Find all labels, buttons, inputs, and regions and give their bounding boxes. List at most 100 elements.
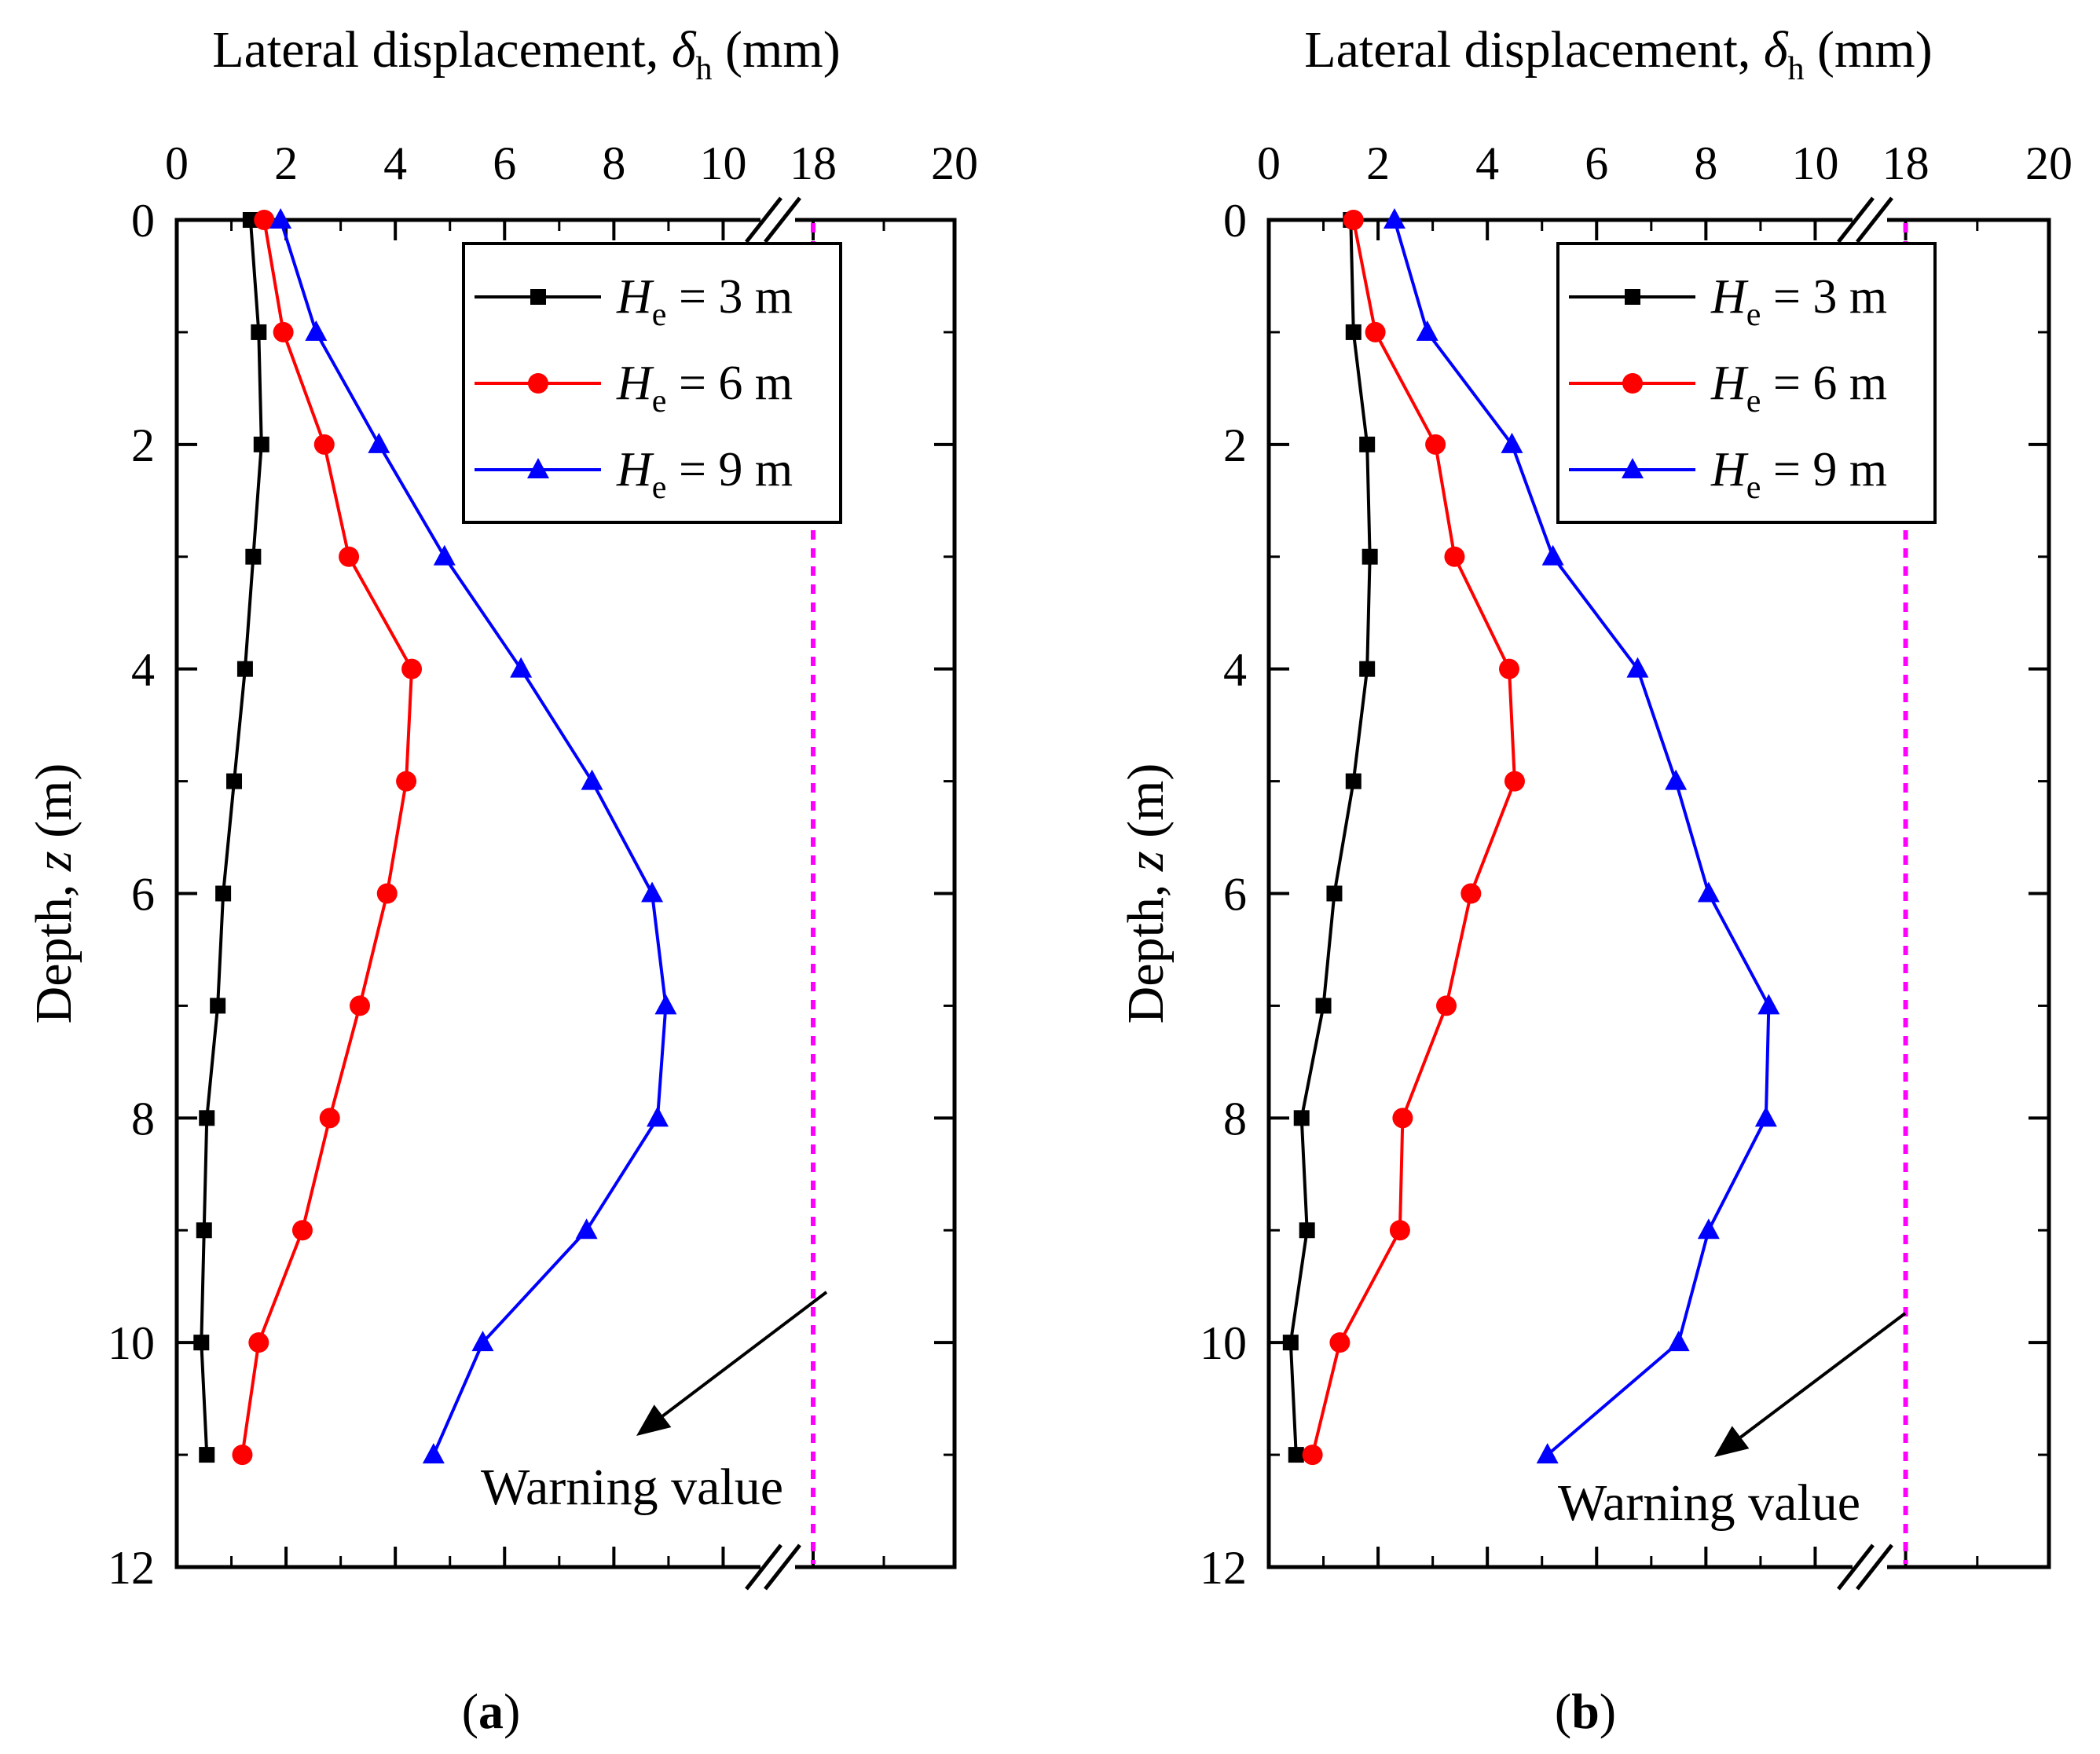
data-point-square xyxy=(1359,436,1376,452)
x-tick-label: 18 xyxy=(1882,137,1930,189)
legend-marker-square xyxy=(530,289,546,305)
data-point-circle xyxy=(248,1332,269,1353)
data-point-square xyxy=(1362,548,1378,565)
axis-break-slash xyxy=(745,1543,782,1591)
legend-label: He = 6 m xyxy=(616,357,793,419)
warning-value-label: Warning value xyxy=(481,1459,783,1516)
y-tick-label: 12 xyxy=(1200,1542,1247,1594)
legend-marker-circle xyxy=(528,373,548,394)
y-tick-label: 10 xyxy=(1200,1317,1247,1369)
x-tick-label: 8 xyxy=(1694,137,1717,189)
data-point-circle xyxy=(291,1220,313,1241)
series-he--9-m xyxy=(269,208,677,1464)
data-point-triangle xyxy=(1416,320,1438,341)
data-point-square xyxy=(193,1335,210,1351)
data-point-square xyxy=(226,773,243,789)
data-point-square xyxy=(1359,661,1376,677)
x-tick-label: 0 xyxy=(165,137,189,189)
data-point-square xyxy=(245,548,262,565)
data-point-triangle xyxy=(1754,1106,1777,1127)
data-point-circle xyxy=(1460,883,1482,904)
x-tick-label: 2 xyxy=(274,137,298,189)
legend-marker-circle xyxy=(1622,373,1643,394)
data-point-triangle xyxy=(368,432,390,453)
y-tick-label: 4 xyxy=(1223,644,1247,696)
y-axis-title: Depth, z (m) xyxy=(1117,763,1175,1024)
data-point-square xyxy=(236,661,253,677)
data-point-triangle xyxy=(654,994,677,1015)
data-point-circle xyxy=(1389,1220,1410,1241)
legend: He = 3 m He = 6 m He = 9 m xyxy=(462,242,842,524)
data-point-square xyxy=(253,436,269,452)
warning-arrow-shaft xyxy=(662,1291,828,1418)
data-point-triangle xyxy=(581,769,603,790)
data-point-triangle xyxy=(510,657,533,678)
data-point-circle xyxy=(339,546,360,567)
data-point-triangle xyxy=(1541,544,1564,566)
data-point-square xyxy=(1345,324,1362,340)
x-tick-label: 18 xyxy=(790,137,837,189)
data-point-circle xyxy=(349,995,370,1016)
data-point-triangle xyxy=(1667,1331,1690,1352)
warning-arrow-head xyxy=(636,1404,672,1436)
data-point-circle xyxy=(1425,434,1446,455)
x-tick-label: 10 xyxy=(1791,137,1838,189)
x-axis-title: Lateral displacement, δh (mm) xyxy=(212,21,840,87)
series-line xyxy=(1288,219,1372,1456)
data-point-triangle xyxy=(1501,432,1523,453)
axis-break-slash xyxy=(1856,1543,1893,1591)
data-point-square xyxy=(199,1110,215,1126)
data-point-triangle xyxy=(433,544,456,566)
data-point-square xyxy=(1288,1447,1304,1463)
y-axis-title: Depth, z (m) xyxy=(25,763,82,1024)
axis-break-slash xyxy=(1837,1543,1875,1591)
x-tick-label: 4 xyxy=(1475,137,1499,189)
axis-break-slash xyxy=(1856,196,1893,244)
data-point-square xyxy=(196,1222,212,1239)
y-tick-label: 6 xyxy=(1223,869,1247,921)
series-he--9-m xyxy=(1383,208,1780,1464)
data-point-triangle xyxy=(1757,994,1780,1015)
data-point-square xyxy=(199,1447,215,1463)
data-point-circle xyxy=(1392,1108,1413,1129)
warning-arrow-shaft xyxy=(1739,1312,1907,1439)
legend-marker-triangle xyxy=(527,458,549,478)
data-point-triangle xyxy=(422,1443,445,1464)
data-point-triangle xyxy=(1536,1443,1559,1464)
data-point-circle xyxy=(401,658,423,679)
x-tick-label: 2 xyxy=(1366,137,1390,189)
data-point-triangle xyxy=(1665,769,1688,790)
data-point-circle xyxy=(254,210,275,230)
data-point-triangle xyxy=(575,1218,598,1240)
data-point-circle xyxy=(232,1445,253,1466)
data-point-circle xyxy=(1365,321,1386,342)
x-tick-label: 0 xyxy=(1257,137,1281,189)
x-tick-label: 8 xyxy=(602,137,625,189)
legend-label: He = 3 m xyxy=(616,270,793,333)
data-point-circle xyxy=(396,771,417,792)
data-point-square xyxy=(242,212,258,228)
legend-label: He = 3 m xyxy=(1710,270,1887,333)
series-line xyxy=(1310,219,1516,1456)
data-point-square xyxy=(1282,1335,1299,1351)
data-point-square xyxy=(210,998,226,1014)
data-point-circle xyxy=(273,321,294,342)
data-point-triangle xyxy=(1626,657,1649,678)
data-point-circle xyxy=(1329,1332,1351,1353)
legend-label: He = 9 m xyxy=(1710,443,1887,506)
x-tick-label: 20 xyxy=(2025,137,2073,189)
data-point-triangle xyxy=(1697,1218,1720,1240)
series-he--6-m xyxy=(1302,210,1525,1466)
y-tick-label: 10 xyxy=(108,1317,155,1369)
axis-break-slash xyxy=(1837,196,1875,244)
legend-marker-square xyxy=(1625,289,1640,305)
data-point-circle xyxy=(1504,771,1525,792)
series-he--6-m xyxy=(232,210,423,1466)
series-line xyxy=(200,219,263,1456)
data-point-circle xyxy=(319,1108,340,1129)
legend-label: He = 6 m xyxy=(1710,357,1887,419)
x-tick-label: 4 xyxy=(383,137,407,189)
legend: He = 3 m He = 6 m He = 9 m xyxy=(1556,242,1937,524)
data-point-square xyxy=(1315,998,1332,1014)
data-point-circle xyxy=(313,434,335,455)
